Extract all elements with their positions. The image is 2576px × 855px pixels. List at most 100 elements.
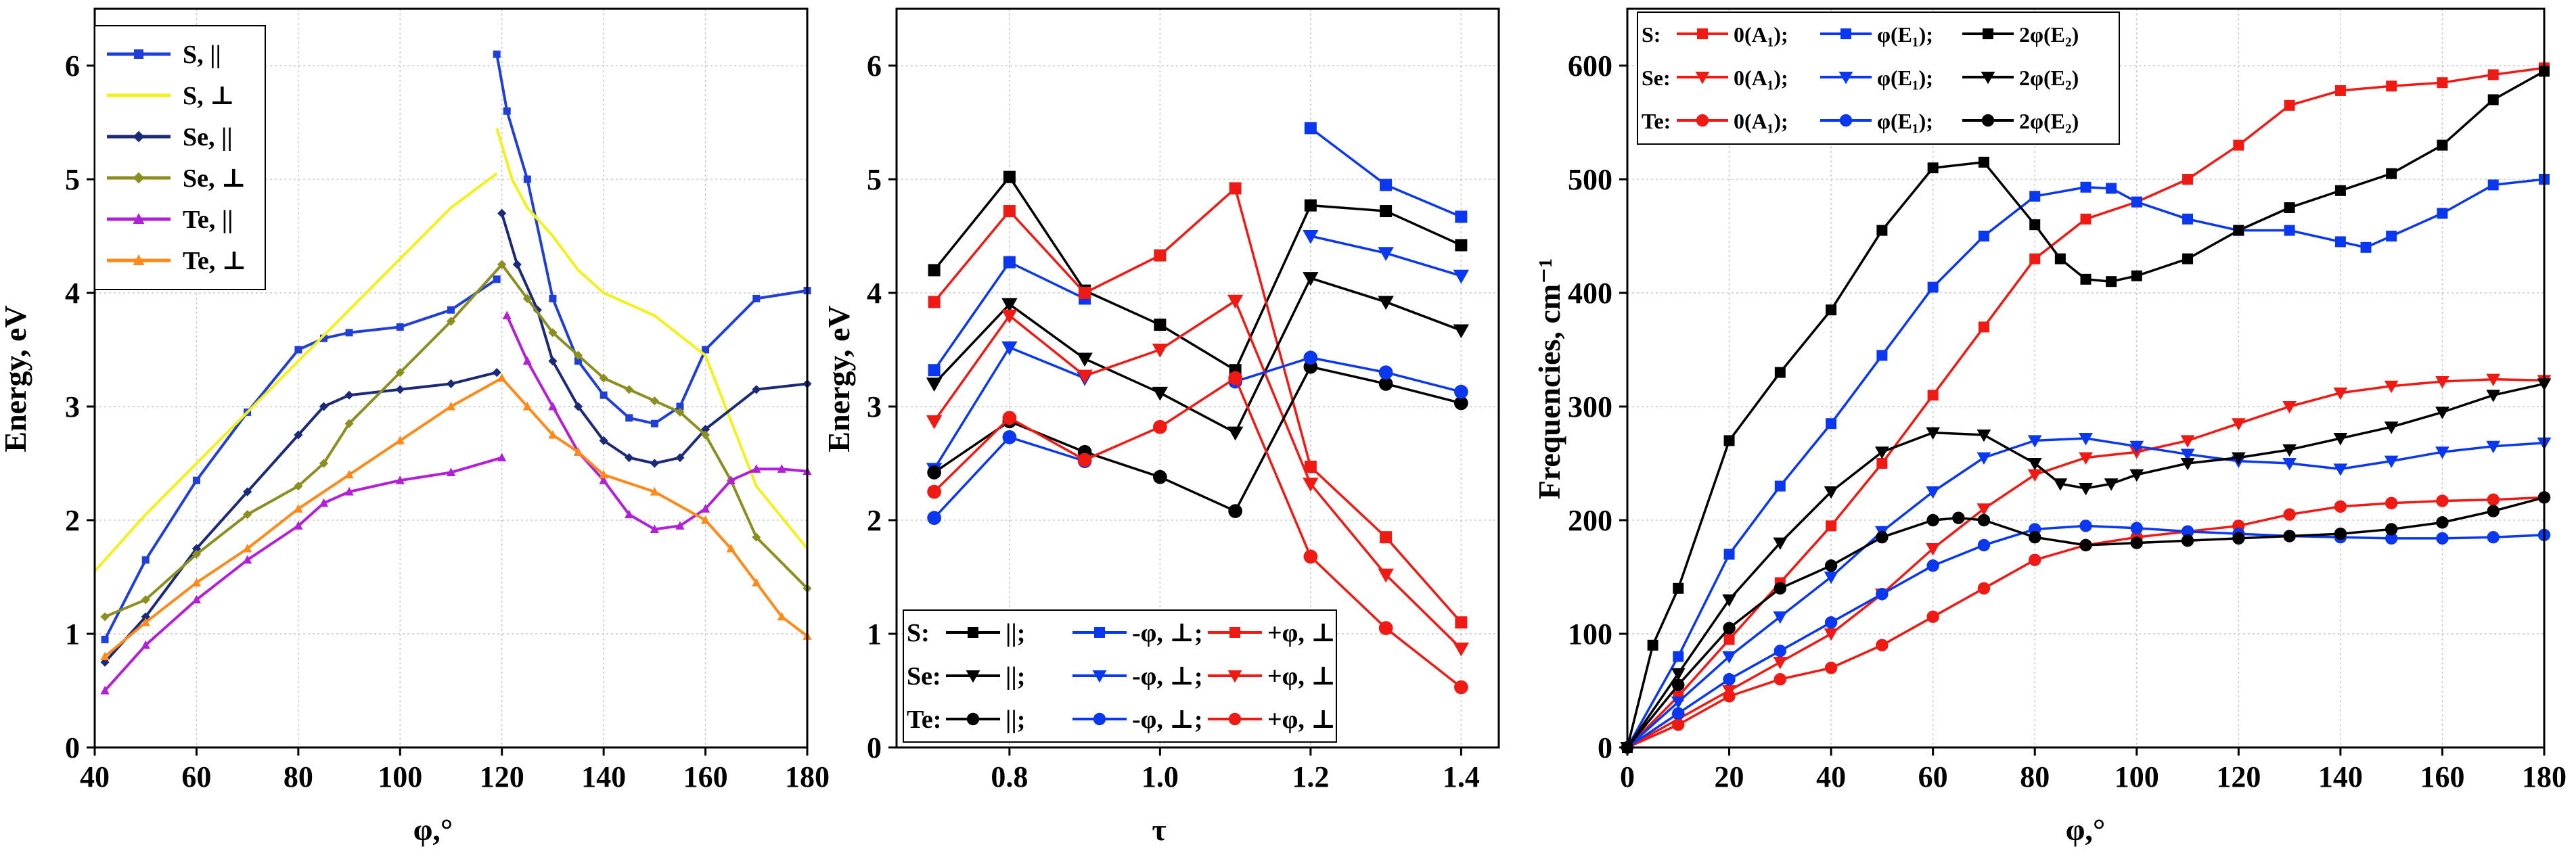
panel1-legend-label-5: Te, ⊥ xyxy=(183,247,246,275)
panel1-series-5-point-1-3 xyxy=(573,447,583,456)
panel3-series-2-point-10 xyxy=(2054,253,2066,264)
panel2-x-axis-title: τ xyxy=(1152,812,1166,847)
panel3-series-1-point-7 xyxy=(1978,231,1989,241)
panel2-series-6-point-7 xyxy=(1454,396,1468,411)
panel2-series-1-point-5 xyxy=(1304,122,1317,135)
panel3-series-8-point-17 xyxy=(2436,516,2449,529)
panel2-legend-row-0-marker-0 xyxy=(968,627,978,638)
panel3-series-5-point-12 xyxy=(2129,469,2144,482)
panel3-series-4-point-3 xyxy=(1773,611,1788,624)
panel3-series-0-point-14 xyxy=(2334,85,2346,96)
panel2-series-8-point-2 xyxy=(1077,453,1092,467)
panel1-series-2-point-0-3 xyxy=(243,487,252,496)
panel2-series-3-point-7 xyxy=(1453,324,1470,339)
panel-energy-vs-angle: 40 60 80 100 120 140 160 180 0 1 2 3 4 5 6 φ,° Energy,… xyxy=(0,7,830,847)
panel3-series-5-point-5 xyxy=(1874,446,1889,459)
panel3-series-5-point-9 xyxy=(2053,478,2068,491)
panel2-legend-row-0-entry-0: ||; xyxy=(1005,619,1025,647)
panel1-series-4-point-0-1 xyxy=(141,640,150,649)
panel3-series-0-point-5 xyxy=(1876,458,1888,469)
panel2-series-3-point-6 xyxy=(1378,296,1394,310)
panel3-series-8-point-1 xyxy=(1672,678,1685,691)
panel3-frame xyxy=(1626,7,2546,749)
panel1-series-3-point-1-8 xyxy=(700,430,710,440)
panel1-series-5-point-1-8 xyxy=(752,578,761,586)
panel3-series-4-point-14 xyxy=(2333,463,2348,476)
panel3-series-4-point-4 xyxy=(1824,572,1838,584)
panel1-series-2-point-1-4 xyxy=(573,402,583,411)
panel1-series-5-point-1-0 xyxy=(497,373,507,382)
panel3-series-7-point-11 xyxy=(2181,525,2194,538)
panel1-series-2-point-0-2 xyxy=(191,544,202,553)
panel1-series-4-point-0-2 xyxy=(191,595,202,604)
panel3-series-0-point-17 xyxy=(2487,69,2499,80)
panel1-series-2-point-1-1 xyxy=(512,260,522,269)
panel3-series-1-point-15 xyxy=(2334,236,2346,248)
panel2-series-3-point-3 xyxy=(1152,386,1169,401)
panel1-series-5-point-0-5 xyxy=(344,469,354,479)
panel2-ytick-label-1: 1 xyxy=(867,618,882,651)
panel2-series-5-line-0 xyxy=(933,300,1462,650)
panel1-ticks: 40 60 80 100 120 140 160 180 0 1 2 3 4 5 6 xyxy=(65,49,830,793)
panel1-series-4-point-0-0 xyxy=(100,685,110,695)
panel3-series-0-point-11 xyxy=(2182,174,2194,185)
panel1-series-4-point-0-8 xyxy=(446,467,456,476)
panel1-series-2-point-0-4 xyxy=(294,430,303,440)
panel3-series-2-point-1 xyxy=(1647,639,1658,651)
panel3-series-7-point-9 xyxy=(2079,519,2092,532)
panel2-legend-row-1-marker-2 xyxy=(1227,670,1242,683)
panel1-series-4-point-1-9 xyxy=(726,476,736,484)
panel3-series-8-point-3 xyxy=(1773,582,1787,595)
panel3-ytick-label-5: 500 xyxy=(1568,163,1612,196)
panel1-series-2-point-1-5 xyxy=(599,436,608,445)
panel1-ytick-label-1: 1 xyxy=(65,618,80,651)
panel1-series-3-point-1-2 xyxy=(548,328,558,338)
panel2-xtick-label-2: 1.2 xyxy=(1292,760,1329,793)
panel2-series-7-point-1 xyxy=(1002,430,1017,444)
panel2-series-7-line-1 xyxy=(1235,356,1462,393)
panel1-series-4-point-1-6 xyxy=(650,524,659,533)
panel1-series-2-point-0-6 xyxy=(344,390,354,400)
panel1-series-0-line-1 xyxy=(495,53,808,425)
panel3-series-8-point-5 xyxy=(1876,531,1889,544)
panel3-series-7-point-1 xyxy=(1672,707,1685,720)
panel1-series-2-point-0-1 xyxy=(141,612,150,622)
panel3-legend-row-1-entry-2: 2φ(E₂) xyxy=(2019,66,2079,90)
panel1-series-1-line-0 xyxy=(93,172,498,572)
panel3-series xyxy=(1620,62,2552,755)
panel1-series-3-point-1-1 xyxy=(522,294,532,303)
panel3-series-8-point-15 xyxy=(2334,527,2347,540)
panel1-series-5-point-1-4 xyxy=(599,469,608,479)
panel3-legend-row-0-marker-2 xyxy=(1983,28,1993,39)
panel1-series-5-point-0-0 xyxy=(100,651,110,661)
panel2-legend-row-1-entry-0: ||; xyxy=(1005,662,1025,691)
panel3-series-6-point-15 xyxy=(2385,496,2398,509)
panel1-legend-label-2: Se, || xyxy=(183,123,233,152)
panel3-series-3-point-3 xyxy=(1773,657,1788,670)
panel1-series-0-point-1-3 xyxy=(549,294,557,302)
panel1-ytick-label-2: 2 xyxy=(65,504,80,537)
panel2-series-4-point-7 xyxy=(1453,269,1470,284)
panel2-series-6-point-0 xyxy=(927,465,941,480)
panel2-series-0-point-5 xyxy=(1304,199,1317,212)
panel1-series-2-point-1-10 xyxy=(752,385,761,394)
panel3-series-0-point-7 xyxy=(1978,321,1989,333)
panel1-series-2-point-1-6 xyxy=(625,453,634,463)
panel3-series-5-point-4 xyxy=(1824,486,1838,499)
panel3-xtick-label-5: 100 xyxy=(2115,760,2159,793)
panel3-series-1-point-9 xyxy=(2080,181,2092,193)
panel2-series-0-point-0 xyxy=(928,264,941,277)
panel3-legend-row-1-marker-0 xyxy=(1695,72,1710,85)
panel3-legend-row-1-entry-1: φ(E₁); xyxy=(1877,66,1933,90)
panel3-series-8-point-14 xyxy=(2283,530,2296,542)
panel3-series-2-point-6 xyxy=(1876,225,1888,236)
panel3-legend-row-1-marker-2 xyxy=(1981,72,1995,85)
panel3-series-0-point-16 xyxy=(2437,77,2448,89)
panel3-series-1-point-5 xyxy=(1876,350,1888,361)
panel1-series-2-point-0-5 xyxy=(319,402,329,411)
panel1-legend-marker-0 xyxy=(134,49,143,59)
panel2-series-5-point-3 xyxy=(1152,344,1169,358)
panel3-ytick-label-0: 0 xyxy=(1598,731,1612,764)
panel1-ytick-label-3: 3 xyxy=(65,390,80,423)
